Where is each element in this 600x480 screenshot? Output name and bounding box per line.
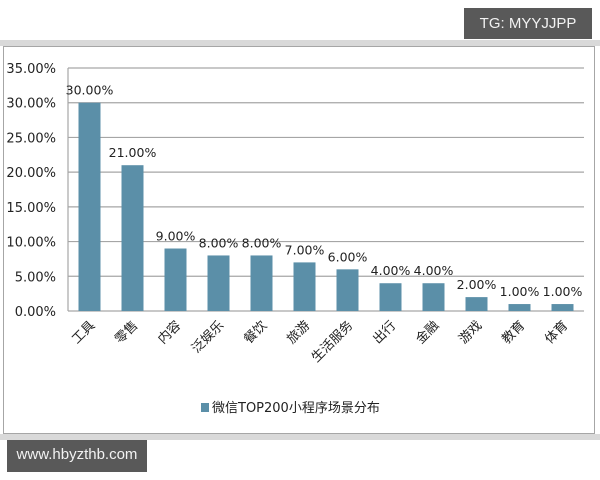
data-label: 1.00% — [543, 284, 583, 299]
bar — [293, 262, 316, 311]
y-tick-label: 5.00% — [15, 270, 56, 285]
url-watermark: www.hbyzthb.com — [7, 440, 147, 472]
data-label: 9.00% — [156, 229, 196, 244]
bar — [207, 255, 230, 311]
x-tick-label: 出行 — [370, 318, 399, 347]
data-label: 4.00% — [414, 263, 454, 278]
y-tick-label: 0.00% — [15, 305, 56, 320]
chart-frame — [3, 46, 595, 434]
x-tick-label: 体育 — [542, 318, 572, 348]
bar — [551, 304, 574, 311]
bar — [121, 165, 144, 311]
legend-swatch-icon — [201, 403, 209, 412]
y-tick-label: 15.00% — [6, 201, 56, 216]
bars — [78, 102, 574, 311]
y-tick-label: 30.00% — [6, 97, 56, 112]
bar — [164, 248, 187, 311]
y-tick-label: 35.00% — [6, 62, 56, 77]
data-label: 30.00% — [66, 83, 114, 98]
x-tick-label: 游戏 — [456, 318, 485, 347]
x-tick-label: 生活服务 — [308, 318, 356, 366]
x-tick-label: 教育 — [499, 318, 529, 348]
bar — [422, 283, 445, 311]
legend: 微信TOP200小程序场景分布 — [201, 401, 380, 416]
bar — [250, 255, 273, 311]
y-tick-label: 10.00% — [6, 236, 56, 251]
bar — [78, 102, 101, 311]
data-label: 8.00% — [199, 235, 239, 250]
legend-label: 微信TOP200小程序场景分布 — [212, 401, 380, 416]
bar — [379, 283, 402, 311]
data-label: 8.00% — [242, 235, 282, 250]
y-axis-ticks: 0.00% 5.00% 10.00% 15.00% 20.00% 25.00% 30.00%… — [6, 62, 56, 320]
x-tick-label: 工具 — [69, 318, 98, 347]
data-label: 1.00% — [500, 284, 540, 299]
x-tick-label: 内容 — [155, 318, 185, 348]
y-tick-label: 25.00% — [6, 131, 56, 146]
bar — [465, 297, 488, 311]
data-label: 7.00% — [285, 242, 325, 257]
x-tick-label: 金融 — [413, 318, 443, 348]
bar — [508, 304, 531, 311]
gridlines — [67, 67, 584, 312]
data-label: 21.00% — [109, 145, 157, 160]
x-tick-label: 餐饮 — [241, 318, 271, 348]
bottom-divider-band — [0, 434, 600, 440]
data-label: 6.00% — [328, 249, 368, 264]
top-divider-band — [0, 40, 600, 46]
y-tick-label: 20.00% — [6, 166, 56, 181]
data-label: 2.00% — [457, 277, 497, 292]
bar — [336, 269, 359, 311]
tg-watermark: TG: MYYJJPP — [464, 8, 592, 39]
x-tick-label: 旅游 — [284, 318, 313, 347]
data-label: 4.00% — [371, 263, 411, 278]
x-tick-label: 零售 — [112, 318, 142, 348]
x-tick-label: 泛娱乐 — [189, 318, 227, 356]
data-labels: 30.00%21.00%9.00% 8.00% 8.00% 7.00% 6.00%4.0… — [66, 83, 583, 299]
